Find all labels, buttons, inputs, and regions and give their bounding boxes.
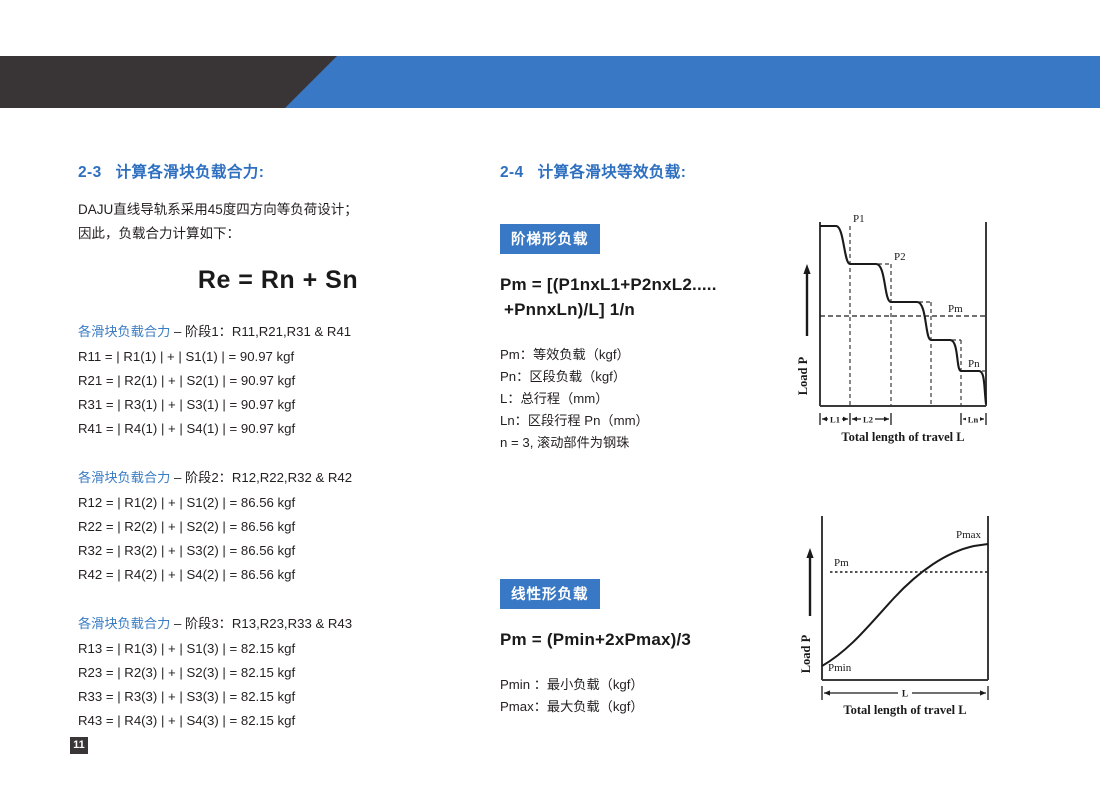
step-load-formula-line-1: Pm = [(P1nxL1+P2nxL2..... [500,275,717,294]
definition-line: Pm：等效负载（kgf） [500,347,630,362]
step-chart-seg-l1: L1 [830,415,840,425]
linear-chart-label-pmin: Pmin [828,662,852,674]
definition-line: Pmin ：最小负载（kgf） [500,677,644,692]
load-group-1-label: 各滑块负载合力 [78,324,171,339]
load-group-2-label: 各滑块负载合力 [78,470,171,485]
load-group-2: 各滑块负载合力 – 阶段2：R12,R22,R32 & R42 R12 = | … [78,467,478,587]
step-load-badge: 阶梯形负载 [500,224,600,254]
zhengerda-logo-icon [882,17,901,36]
linear-load-formula-line-1: Pm = (Pmin+2xPmax)/3 [500,630,692,649]
step-chart-seg-l2: L2 [863,415,873,425]
linear-chart-seg-l: L [902,690,908,700]
linear-chart-xlabel: Total length of travel L [843,703,966,717]
load-group-2-title: 各滑块负载合力 – 阶段2：R12,R22,R32 & R42 [78,467,478,486]
brand-logo: ZHENGERDA 恒而达 [882,0,1080,52]
step-load-badge-wrap: 阶梯形负载 [500,224,800,254]
section-title: 计算各滑块负载合力: [115,164,265,181]
brand-name-latin: ZHENGERDA [903,15,1022,36]
linear-load-badge-wrap: 线性形负载 [500,579,800,609]
load-group-3: 各滑块负载合力 – 阶段3：R13,R23,R33 & R43 R13 = | … [78,613,478,733]
equation-line: R22 = | R2(2) | + | S2(2) | = 86.56 kgf [78,519,296,534]
step-chart-ylabel: Load P [798,356,810,395]
step-load-formula: Pm = [(P1nxL1+P2nxL2..... +PnnxLn)/L] 1/… [500,272,800,322]
step-chart-label-p1: P1 [853,213,865,225]
step-load-formula-line-2: +PnnxLn)/L] 1/n [504,300,635,319]
page-number: 11 [70,737,88,754]
header-accent-shape [285,56,1100,108]
section-number: 2-3 [78,164,102,181]
load-group-3-stage: – 阶段3：R13,R23,R33 & R43 [170,616,353,631]
section-title: 计算各滑块等效负载: [537,164,687,181]
load-group-3-title: 各滑块负载合力 – 阶段3：R13,R23,R33 & R43 [78,613,478,632]
step-load-diagram: Load P P1 P2 Pm Pn [796,208,998,453]
intro-line-1: DAJU直线导轨系采用45度四方向等负荷设计； [78,202,358,217]
linear-load-diagram: Load P Pm Pmin Pmax L Total length of tr… [798,508,998,725]
equation-line: R23 = | R2(3) | + | S2(3) | = 82.15 kgf [78,665,296,680]
linear-load-badge: 线性形负载 [500,579,600,609]
step-chart-label-pm: Pm [948,303,963,315]
equation-line: R41 = | R4(1) | + | S4(1) | = 90.97 kgf [78,421,296,436]
brand-name-cn: 恒而达 [1024,17,1080,39]
left-column: 2-3 计算各滑块负载合力: DAJU直线导轨系采用45度四方向等负荷设计； 因此… [78,160,478,733]
equation-line: R11 = | R1(1) | + | S1(1) | = 90.97 kgf [78,349,295,364]
page-header-bar [0,56,1100,108]
load-group-2-stage: – 阶段2：R12,R22,R32 & R42 [170,470,353,485]
definition-line: Pmax：最大负载（kgf） [500,699,644,714]
page-title: 二、认识直线导轨 [88,15,249,36]
step-chart-seg-ln: Ln [968,415,979,425]
definition-line: Pn：区段负载（kgf） [500,369,627,384]
section-number: 2-4 [500,164,524,181]
equation-line: R31 = | R3(1) | + | S3(1) | = 90.97 kgf [78,397,296,412]
equation-line: R33 = | R3(3) | + | S3(3) | = 82.15 kgf [78,689,296,704]
equation-line: R32 = | R3(2) | + | S3(2) | = 86.56 kgf [78,543,296,558]
right-column: 2-4 计算各滑块等效负载: 阶梯形负载 Pm = [(P1nxL1+P2nxL2… [500,160,800,718]
intro-paragraph: DAJU直线导轨系采用45度四方向等负荷设计； 因此，负载合力计算如下： [78,198,478,246]
load-group-3-label: 各滑块负载合力 [78,616,171,631]
step-chart-label-p2: P2 [894,251,906,263]
linear-load-definitions: Pmin ：最小负载（kgf） Pmax：最大负载（kgf） [500,674,800,718]
equation-line: R21 = | R2(1) | + | S2(1) | = 90.97 kgf [78,373,296,388]
equation-line: R12 = | R1(2) | + | S1(2) | = 86.56 kgf [78,495,296,510]
section-heading-2-3: 2-3 计算各滑块负载合力: [78,160,478,182]
equation-line: R13 = | R1(3) | + | S1(3) | = 82.15 kgf [78,641,296,656]
equation-line: R43 = | R4(3) | + | S4(3) | = 82.15 kgf [78,713,296,728]
load-group-1-title: 各滑块负载合力 – 阶段1：R11,R21,R31 & R41 [78,321,478,340]
equation-line: R42 = | R4(2) | + | S4(2) | = 86.56 kgf [78,567,296,582]
load-group-1: 各滑块负载合力 – 阶段1：R11,R21,R31 & R41 R11 = | … [78,321,478,441]
load-group-1-stage: – 阶段1：R11,R21,R31 & R41 [170,324,352,339]
definition-line: Ln：区段行程 Pn（mm） [500,413,649,428]
main-formula: Re = Rn + Sn [197,266,359,294]
linear-load-formula: Pm = (Pmin+2xPmax)/3 [500,627,800,652]
definition-line: n = 3, 滚动部件为钢珠 [500,435,630,450]
definition-line: L：总行程（mm） [500,391,609,406]
step-load-definitions: Pm：等效负载（kgf） Pn：区段负载（kgf） L：总行程（mm） Ln：区… [500,344,800,454]
section-heading-2-4: 2-4 计算各滑块等效负载: [500,160,800,182]
step-chart-xlabel: Total length of travel L [841,430,964,444]
linear-chart-label-pm: Pm [834,557,849,569]
linear-chart-ylabel: Load P [799,634,813,673]
step-chart-label-pn: Pn [968,358,980,370]
linear-chart-label-pmax: Pmax [956,529,982,541]
intro-line-2: 因此，负载合力计算如下： [78,226,240,241]
